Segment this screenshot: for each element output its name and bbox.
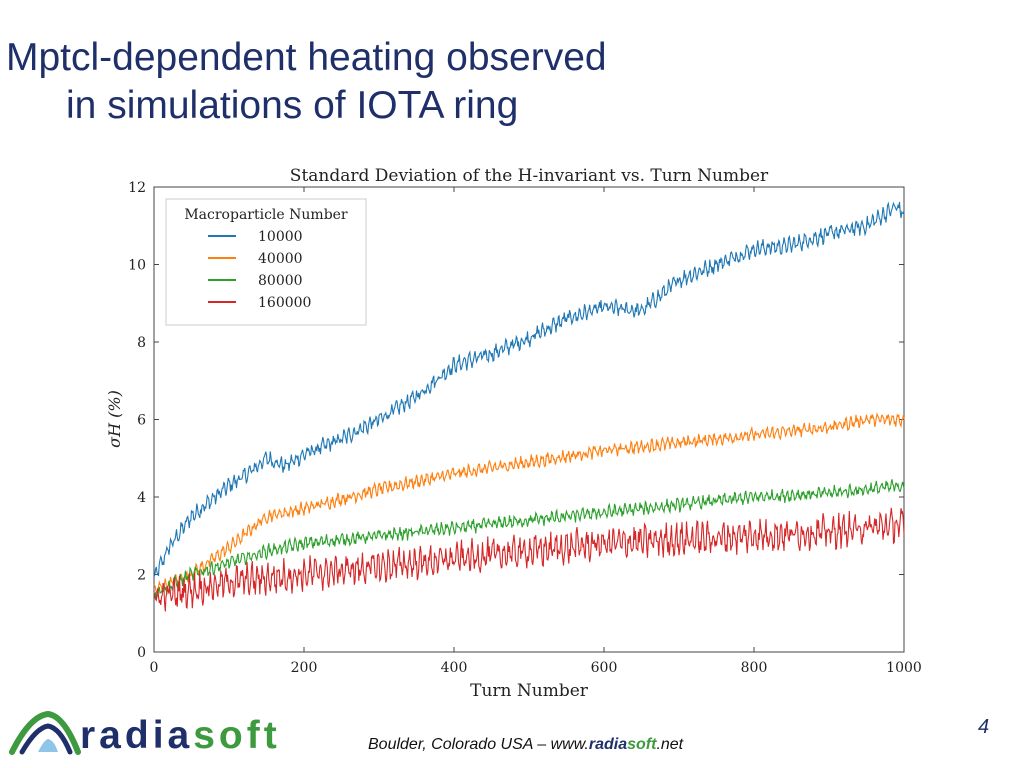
- x-axis: 0 200 400 600 800 1000: [150, 187, 922, 676]
- x-tick-label: 1000: [886, 660, 922, 676]
- x-axis-label: Turn Number: [470, 681, 589, 701]
- y-axis: 0 2 4 6 8 10 12: [128, 180, 904, 661]
- logo-text-soft: soft: [193, 714, 281, 757]
- y-tick-label: 4: [137, 490, 146, 506]
- legend-box: [165, 198, 367, 326]
- series-line-160000: [153, 507, 905, 612]
- chart: Standard Deviation of the H-invariant vs…: [105, 166, 922, 701]
- x-tick-label: 400: [441, 660, 468, 676]
- x-tick-label: 600: [591, 660, 618, 676]
- legend-label-10000: 10000: [258, 229, 303, 245]
- footer-location: Boulder, Colorado USA – www.: [368, 736, 589, 753]
- footer-url-brand-accent: soft: [627, 736, 657, 753]
- y-axis-label-symbol: σH (%): [105, 390, 124, 448]
- slide-title: Mptcl-dependent heating observed in simu…: [6, 34, 766, 130]
- slide-title-line1: Mptcl-dependent heating observed: [6, 36, 607, 79]
- series-line-40000: [153, 411, 905, 595]
- footer-text: Boulder, Colorado USA – www.radiasoft.ne…: [368, 736, 683, 754]
- slide-title-line2: in simulations of IOTA ring: [66, 84, 519, 127]
- logo-text-radia: radia: [80, 714, 193, 757]
- logo-mark-icon: radiasoft: [9, 710, 281, 757]
- radiasoft-logo: radiasoft: [8, 706, 288, 758]
- page-number: 4: [978, 716, 990, 738]
- chart-title: Standard Deviation of the H-invariant vs…: [290, 166, 769, 186]
- x-tick-label: 0: [150, 660, 159, 676]
- y-tick-label: 6: [137, 413, 146, 429]
- y-tick-label: 10: [128, 258, 146, 274]
- legend: Macroparticle Number 10000 40000 80000 1600…: [165, 198, 367, 326]
- svg-text:radiasoft: radiasoft: [80, 714, 281, 757]
- legend-label-160000: 160000: [258, 295, 311, 311]
- plot-area: [153, 201, 905, 612]
- legend-title: Macroparticle Number: [184, 207, 348, 223]
- footer-url-tail: .net: [656, 736, 684, 753]
- series-line-80000: [153, 479, 905, 600]
- legend-label-80000: 80000: [258, 273, 303, 289]
- y-tick-label: 0: [137, 645, 146, 661]
- footer-url-brand: radia: [588, 736, 628, 753]
- y-tick-label: 2: [137, 568, 146, 584]
- y-tick-label: 8: [137, 335, 146, 351]
- y-tick-label: 12: [128, 180, 146, 196]
- legend-label-40000: 40000: [258, 251, 303, 267]
- series-line-10000: [153, 201, 905, 578]
- x-tick-label: 200: [291, 660, 318, 676]
- y-axis-label: σH (%): [105, 390, 124, 448]
- x-tick-label: 800: [741, 660, 768, 676]
